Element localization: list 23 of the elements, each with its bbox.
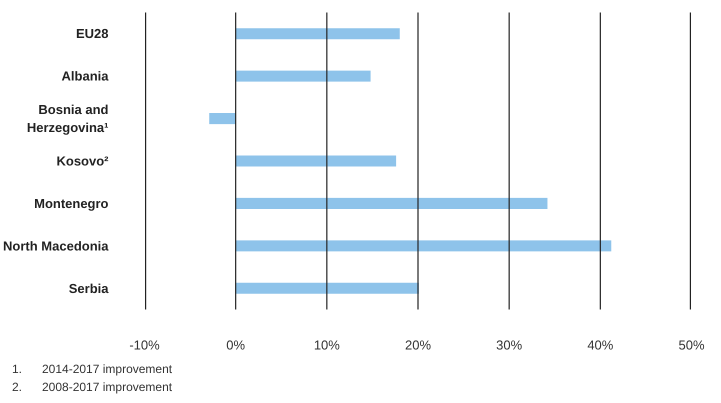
text: 2. 2008-2017 improvement <box>12 380 172 394</box>
y-tick-label: Kosovo² <box>56 154 110 168</box>
x-tick-label: 30% <box>496 338 523 352</box>
bar <box>209 113 236 124</box>
bar <box>236 70 371 82</box>
x-tick-label: 50% <box>678 338 705 352</box>
y-tick-label: Serbia <box>68 280 110 296</box>
y-tick-label: Montenegro <box>34 196 109 211</box>
bar <box>236 155 396 167</box>
text: 1. 2014-2017 improvement <box>12 362 172 376</box>
x-tick-label: 0% <box>226 338 246 352</box>
y-tick-label: Albania <box>62 68 110 84</box>
bar <box>236 240 612 252</box>
x-tick-label: -10% <box>129 338 160 352</box>
bar <box>236 198 548 209</box>
x-tick-label: 10% <box>314 338 340 352</box>
y-tick-label: North Macedonia <box>3 238 110 254</box>
bar <box>236 28 400 40</box>
x-tick-label: 20% <box>404 338 432 352</box>
y-tick-label: EU28 <box>76 26 109 42</box>
y-tick-label: Bosnia and Herzegovina¹ <box>26 102 109 136</box>
x-tick-label: 40% <box>587 338 614 352</box>
bar <box>236 282 419 294</box>
